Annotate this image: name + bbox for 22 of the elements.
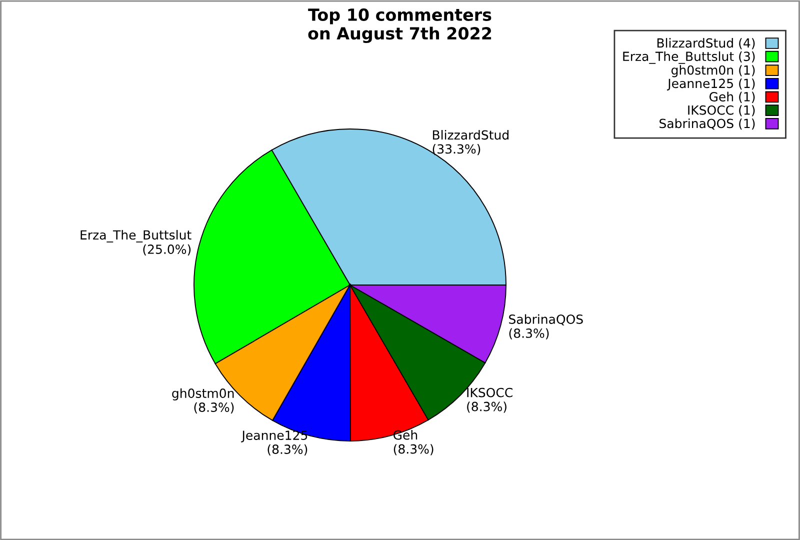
data-label: (8.3%) bbox=[467, 402, 506, 413]
text: SabrinaQOS (1) bbox=[660, 118, 755, 130]
slice-label: Jeanne125 bbox=[241, 430, 308, 442]
slice-label: IKSOCC bbox=[467, 388, 512, 398]
data-label: (8.3%) bbox=[268, 444, 308, 456]
data-label: (8.3%) bbox=[394, 444, 434, 456]
text: Jeanne125 (1) bbox=[666, 78, 755, 90]
text: Erza_The_Buttslut (3) bbox=[623, 51, 755, 64]
slice-label: BlizzardStud bbox=[432, 130, 508, 140]
chart-title: Top 10 commenters on August 7th 2022 bbox=[308, 8, 492, 44]
slice-label: SabrinaQOS bbox=[509, 314, 583, 326]
slice-label: Geh bbox=[394, 430, 418, 440]
text: Geh (1) bbox=[709, 92, 755, 103]
slice-label: Erza_The_Buttslut bbox=[80, 230, 192, 242]
data-label: (25.0%) bbox=[143, 244, 191, 256]
slice-label: gh0stm0n bbox=[172, 388, 234, 400]
text: IKSOCC (1) bbox=[688, 105, 755, 116]
data-label: (33.3%) bbox=[432, 144, 480, 156]
text: gh0stm0n (1) bbox=[671, 65, 755, 78]
text: BlizzardStud (4) bbox=[657, 38, 755, 50]
data-label: (8.3%) bbox=[509, 328, 549, 340]
data-label: (8.3%) bbox=[194, 402, 234, 414]
